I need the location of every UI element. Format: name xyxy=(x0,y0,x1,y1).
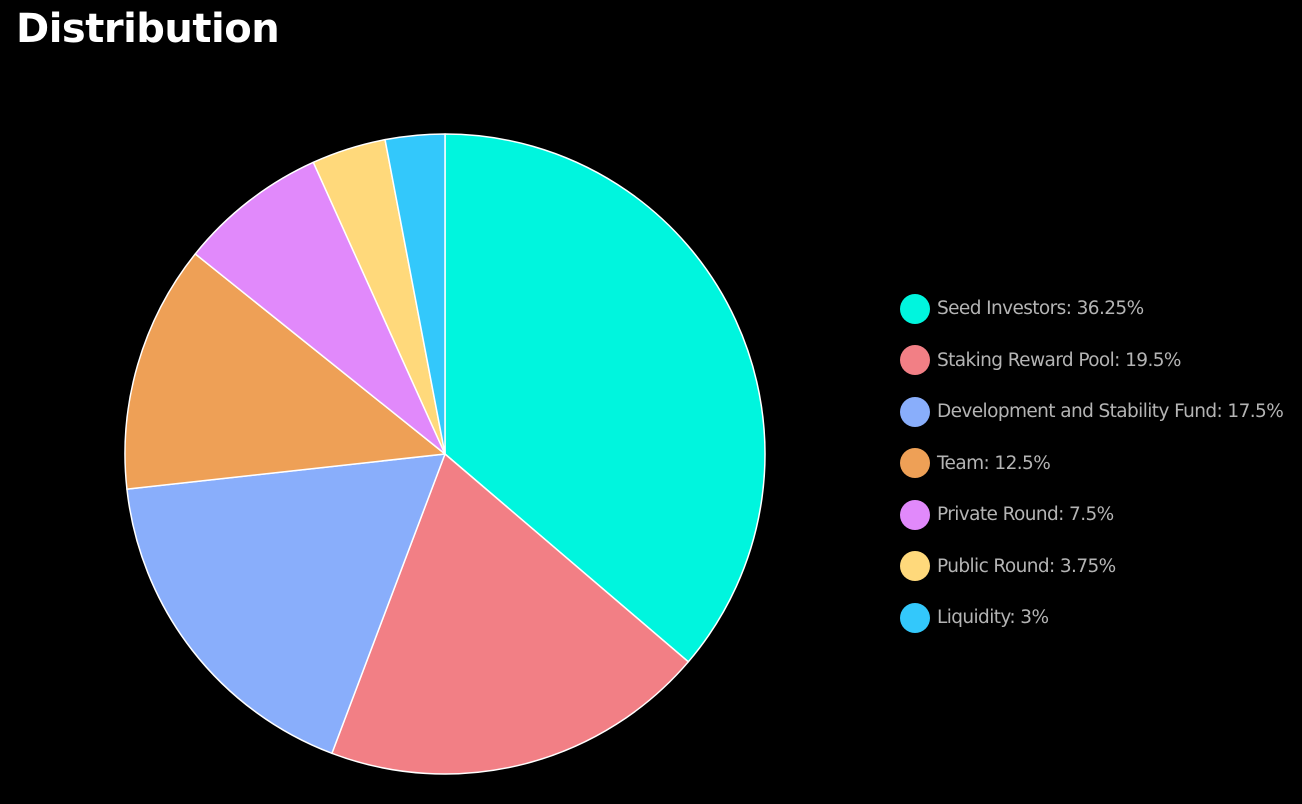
pie-slice-seed-investors[interactable] xyxy=(444,133,766,663)
legend-label: Private Round: 7.5% xyxy=(937,504,1114,526)
chart-legend: Seed Investors: 36.25% Staking Reward Po… xyxy=(900,283,1284,644)
legend-item-public-round[interactable]: Public Round: 3.75% xyxy=(900,541,1283,593)
legend-item-liquidity[interactable]: Liquidity: 3% xyxy=(900,592,1283,644)
legend-item-staking-reward-pool[interactable]: Staking Reward Pool: 19.5% xyxy=(900,335,1283,387)
legend-label: Liquidity: 3% xyxy=(937,607,1049,629)
legend-item-development-and-stability-fund[interactable]: Development and Stability Fund: 17.5% xyxy=(900,386,1284,438)
legend-label: Staking Reward Pool: 19.5% xyxy=(937,349,1181,371)
legend-label: Development and Stability Fund: 17.5% xyxy=(937,401,1284,423)
legend-swatch xyxy=(900,345,930,376)
pie-slice-team[interactable] xyxy=(124,253,446,490)
legend-label: Seed Investors: 36.25% xyxy=(937,298,1144,320)
legend-swatch xyxy=(900,448,930,479)
legend-swatch xyxy=(900,396,930,427)
legend-item-private-round[interactable]: Private Round: 7.5% xyxy=(900,489,1283,541)
pie-slice-staking-reward-pool[interactable] xyxy=(331,453,690,775)
pie-slice-liquidity[interactable] xyxy=(384,133,446,455)
legend-swatch xyxy=(900,551,930,582)
legend-label: Team: 12.5% xyxy=(937,452,1051,474)
legend-item-seed-investors[interactable]: Seed Investors: 36.25% xyxy=(900,283,1283,335)
legend-item-team[interactable]: Team: 12.5% xyxy=(900,438,1283,490)
page-title: Distribution xyxy=(16,6,280,52)
legend-swatch xyxy=(900,293,930,324)
legend-swatch xyxy=(900,499,930,530)
legend-label: Public Round: 3.75% xyxy=(937,555,1116,577)
pie-slice-development-and-stability-fund[interactable] xyxy=(126,453,446,755)
legend-swatch xyxy=(900,602,930,633)
pie-slice-private-round[interactable] xyxy=(194,161,446,455)
